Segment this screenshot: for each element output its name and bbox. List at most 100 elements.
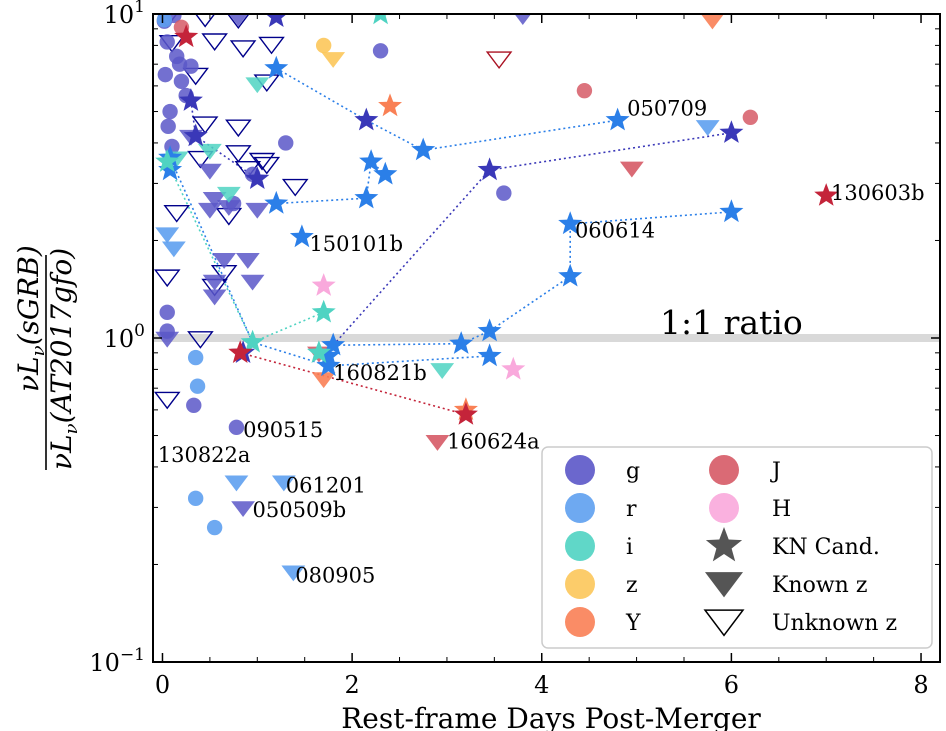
data-point	[194, 14, 216, 28]
data-point	[225, 119, 252, 138]
data-point	[224, 475, 249, 492]
axis-ticks: 0 2 4 6 8 101 100 10−1	[89, 0, 940, 699]
legend-marker	[705, 572, 743, 598]
legend-marker	[565, 607, 595, 637]
data-point	[202, 192, 227, 208]
data-point	[378, 93, 402, 117]
data-point	[157, 66, 174, 83]
data-point	[373, 14, 388, 25]
data-point	[576, 82, 593, 99]
data-point	[159, 304, 175, 321]
data-point	[316, 343, 341, 367]
data-point	[372, 43, 389, 59]
data-point	[315, 37, 332, 54]
x-tick-label: 2	[344, 671, 359, 699]
data-point	[189, 378, 206, 394]
data-point	[197, 163, 222, 180]
legend-label: KN Cand.	[772, 535, 880, 560]
data-point	[245, 77, 270, 94]
point-annotation: 130603b	[831, 181, 925, 205]
legend-label: Unknown z	[772, 611, 897, 636]
data-point	[411, 137, 436, 161]
data-point	[160, 118, 176, 135]
x-tick-label: 4	[534, 671, 549, 699]
data-point	[191, 116, 219, 135]
data-point	[197, 143, 222, 160]
data-point	[558, 263, 583, 287]
data-point	[430, 363, 455, 380]
data-point	[225, 145, 252, 163]
legend-label: g	[626, 459, 640, 484]
data-point	[289, 224, 314, 248]
connector-lines	[166, 67, 732, 416]
data-point	[164, 138, 180, 155]
data-point	[501, 356, 526, 380]
connector-line	[275, 67, 618, 152]
data-point	[245, 202, 270, 219]
data-point	[359, 149, 384, 172]
data-point	[477, 157, 502, 181]
data-point	[228, 340, 253, 363]
data-point	[162, 103, 178, 120]
data-point	[695, 120, 720, 136]
data-point	[163, 204, 191, 223]
legend-label: z	[626, 573, 638, 598]
data-point	[271, 475, 296, 492]
data-point	[307, 340, 331, 363]
data-point	[158, 145, 183, 168]
data-point	[183, 58, 199, 74]
data-point	[477, 318, 502, 342]
data-point	[187, 150, 214, 169]
data-point	[258, 36, 285, 55]
legend-marker	[565, 455, 595, 485]
data-point	[231, 501, 255, 518]
data-point	[216, 200, 241, 216]
data-point	[174, 24, 199, 48]
data-point	[311, 372, 336, 389]
data-point	[173, 73, 190, 89]
plot-area	[153, 14, 940, 582]
data-point	[425, 435, 450, 451]
data-point	[161, 241, 186, 258]
legend-marker	[703, 609, 745, 637]
data-point	[354, 185, 379, 209]
point-annotation: 130822a	[158, 443, 251, 467]
legend-marker	[565, 531, 595, 561]
data-point	[240, 274, 265, 291]
point-annotation: 160624a	[447, 429, 540, 453]
data-point	[228, 14, 248, 27]
data-point	[197, 202, 222, 219]
data-point	[253, 156, 281, 175]
x-tick-label: 0	[155, 671, 170, 699]
data-point	[742, 109, 759, 125]
point-annotation: 090515	[243, 418, 323, 442]
data-point	[155, 149, 180, 172]
y-axis-numerator: νLν(sGRB)	[12, 245, 49, 392]
legend-marker	[705, 527, 743, 562]
data-point	[216, 186, 241, 203]
data-point	[496, 185, 512, 201]
data-point	[202, 274, 227, 291]
reference-line-label: 1:1 ratio	[660, 303, 803, 342]
point-annotation: 160821b	[333, 361, 427, 385]
point-annotation: 080905	[295, 563, 375, 587]
connector-line	[169, 157, 490, 367]
data-point	[264, 190, 289, 214]
connector-line	[333, 223, 572, 346]
data-point	[354, 107, 379, 131]
point-annotation: 061201	[286, 474, 366, 498]
data-point	[477, 343, 502, 367]
data-point	[514, 14, 532, 26]
data-point	[156, 14, 173, 28]
y-tick-label: 100	[104, 321, 145, 353]
point-annotation: 050709	[627, 97, 707, 121]
legend-marker	[709, 493, 739, 523]
data-point	[187, 331, 214, 349]
data-point	[227, 14, 250, 30]
x-tick-label: 8	[913, 671, 928, 699]
data-point	[719, 120, 744, 143]
data-point	[311, 273, 336, 296]
connector-line	[239, 352, 467, 416]
data-point	[235, 253, 260, 269]
